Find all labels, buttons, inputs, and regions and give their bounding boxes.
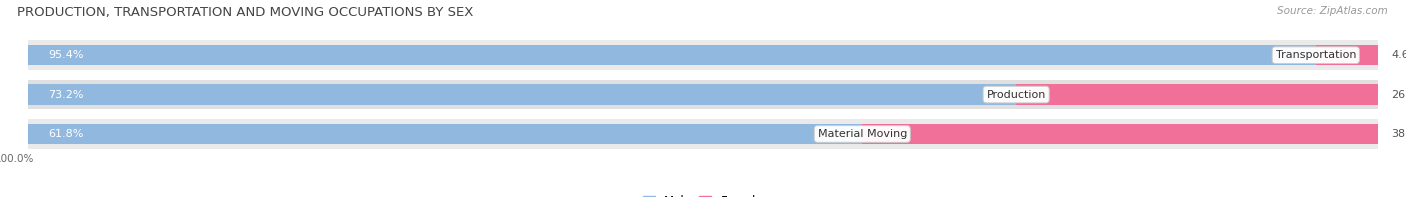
Bar xyxy=(28,45,1316,65)
Text: Production: Production xyxy=(987,90,1046,99)
Text: 4.6%: 4.6% xyxy=(1392,50,1406,60)
Legend: Male, Female: Male, Female xyxy=(638,190,768,197)
Text: 26.8%: 26.8% xyxy=(1392,90,1406,99)
Text: Transportation: Transportation xyxy=(1275,50,1355,60)
Text: 73.2%: 73.2% xyxy=(48,90,84,99)
Bar xyxy=(28,84,1017,105)
Bar xyxy=(28,124,862,144)
Text: 95.4%: 95.4% xyxy=(48,50,84,60)
Bar xyxy=(1017,84,1378,105)
Bar xyxy=(1316,45,1378,65)
Text: 100.0%: 100.0% xyxy=(0,154,34,164)
Text: Source: ZipAtlas.com: Source: ZipAtlas.com xyxy=(1277,6,1388,16)
Text: 61.8%: 61.8% xyxy=(48,129,84,139)
Text: 38.2%: 38.2% xyxy=(1392,129,1406,139)
Bar xyxy=(28,40,1378,70)
Bar xyxy=(28,119,1378,149)
Bar xyxy=(28,80,1378,109)
Text: Material Moving: Material Moving xyxy=(817,129,907,139)
Bar xyxy=(862,124,1378,144)
Text: PRODUCTION, TRANSPORTATION AND MOVING OCCUPATIONS BY SEX: PRODUCTION, TRANSPORTATION AND MOVING OC… xyxy=(17,6,474,19)
